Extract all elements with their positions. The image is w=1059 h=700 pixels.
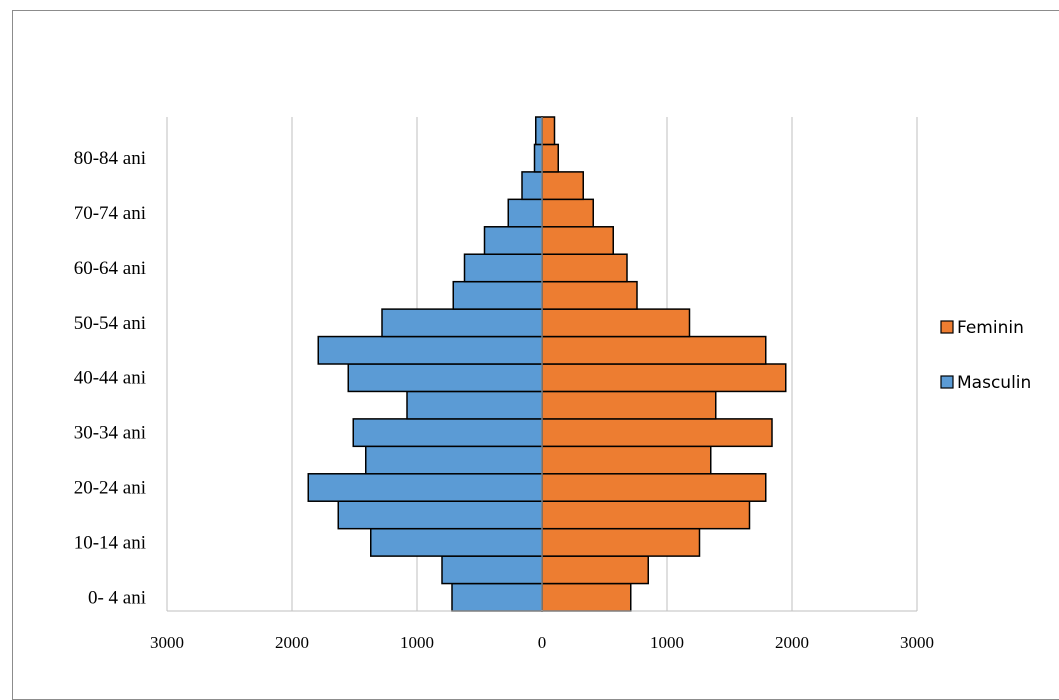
bar-masculin-7 [406,390,543,420]
bar-feminin-8 [541,363,787,393]
bar-masculin-13 [483,226,543,255]
x-tick-label: 2000 [775,633,809,652]
bar-masculin-15 [521,171,543,201]
bar-feminin-3 [541,500,751,530]
bar-feminin-9 [541,335,767,365]
bar-masculin-6 [352,418,543,448]
bar-feminin-14 [541,198,594,228]
x-tick-label: 3000 [900,633,934,652]
x-tick-label: 2000 [275,633,309,652]
y-tick-label: 30-34 ani [74,423,146,444]
legend-swatch-feminin [940,320,954,334]
bar-masculin-4 [307,473,543,502]
x-tick-label: 1000 [400,633,434,652]
legend-swatch-masculin [940,375,954,389]
y-tick-label: 50-54 ani [74,313,146,334]
population-pyramid-chart: 3000 2000 1000 0 1000 2000 3000 0- 4 ani 10-14 … [74,116,1031,652]
bar-feminin-5 [541,445,712,475]
bar-masculin-8 [347,363,543,393]
x-tick-label: 1000 [650,633,684,652]
bar-masculin-9 [317,335,543,365]
bar-feminin-15 [541,171,584,201]
bar-masculin-17 [535,116,543,146]
bar-feminin-16 [541,143,559,173]
bar-feminin-12 [541,253,628,283]
bar-masculin-11 [452,280,543,310]
bar-masculin-10 [381,308,543,338]
bar-masculin-0 [451,582,543,612]
x-tick-labels: 3000 2000 1000 0 1000 2000 3000 [150,633,934,652]
bar-masculin-16 [533,143,543,173]
bar-masculin-1 [441,555,543,585]
bar-feminin-4 [541,473,767,502]
legend-label-masculin: Masculin [957,373,1031,393]
bar-feminin-10 [541,308,691,338]
bar-masculin-2 [370,527,543,557]
bar-feminin-7 [541,390,717,420]
y-tick-label: 20-24 ani [74,478,146,499]
bar-feminin-13 [541,226,614,255]
y-tick-label: 10-14 ani [74,532,146,553]
bar-feminin-2 [541,527,701,557]
y-tick-label: 40-44 ani [74,368,146,389]
bar-masculin-5 [365,445,543,475]
bar-feminin-17 [541,116,556,146]
y-tick-labels: 0- 4 ani 10-14 ani 20-24 ani 30-34 ani 40-44… [74,148,146,608]
bar-feminin-1 [541,555,649,585]
x-tick-label: 0 [538,633,547,652]
bar-feminin-0 [541,582,632,612]
bar-masculin-14 [507,198,543,228]
bar-masculin-3 [337,500,543,530]
y-tick-label: 70-74 ani [74,203,146,224]
bar-feminin-11 [541,280,638,310]
axes [166,117,917,612]
x-tick-label: 3000 [150,633,184,652]
bar-masculin-12 [463,253,543,283]
bar-feminin-6 [541,418,773,448]
y-tick-label: 60-64 ani [74,258,146,279]
bars [307,116,787,612]
legend: Feminin Masculin [940,318,1031,393]
legend-label-feminin: Feminin [957,318,1024,338]
y-tick-label: 80-84 ani [74,148,146,169]
y-tick-label: 0- 4 ani [88,587,146,608]
